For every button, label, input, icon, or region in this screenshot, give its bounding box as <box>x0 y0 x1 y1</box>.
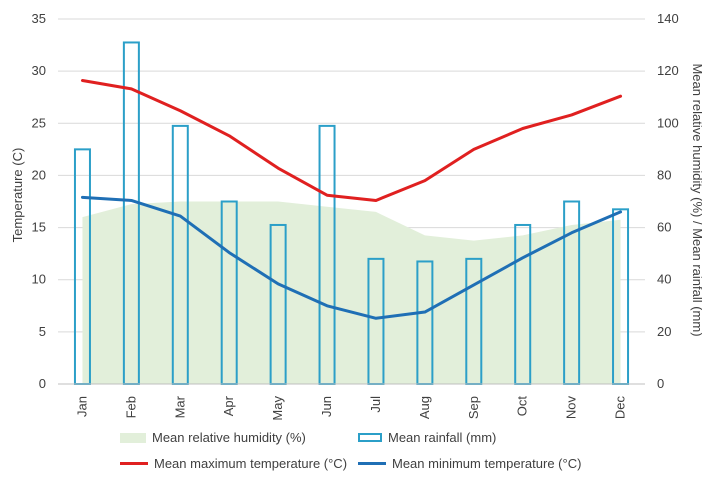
legend-item-rainfall: Mean rainfall (mm) <box>358 430 496 445</box>
x-tick-mar: Mar <box>172 395 187 418</box>
y-left-tick-15: 15 <box>32 220 46 235</box>
x-tick-jun: Jun <box>319 396 334 417</box>
y-left-tick-10: 10 <box>32 272 46 287</box>
y-right-tick-40: 40 <box>657 272 671 287</box>
y-right-tick-20: 20 <box>657 324 671 339</box>
axes-layer: 0 5 10 15 20 25 30 35 0 20 40 60 80 100 120 140 Jan Feb Ma… <box>32 11 679 421</box>
y-left-tick-35: 35 <box>32 11 46 26</box>
legend-label-min-temp: Mean minimum temperature (°C) <box>392 456 582 471</box>
min-temp-line <box>80 195 623 320</box>
x-tick-nov: Nov <box>564 396 579 420</box>
y-left-tick-20: 20 <box>32 167 46 182</box>
legend-swatch-min-temp <box>358 462 386 465</box>
x-tick-jan: Jan <box>74 396 89 417</box>
humidity-area <box>82 201 621 384</box>
temperature-lines-layer <box>80 79 623 320</box>
x-tick-aug: Aug <box>417 396 432 419</box>
legend-label-humidity: Mean relative humidity (%) <box>152 430 306 445</box>
x-tick-dec: Dec <box>613 396 628 420</box>
x-tick-feb: Feb <box>123 396 138 418</box>
legend-item-humidity: Mean relative humidity (%) <box>120 430 306 445</box>
x-tick-oct: Oct <box>515 396 530 417</box>
x-tick-apr: Apr <box>221 395 236 416</box>
y-left-tick-0: 0 <box>39 376 46 391</box>
y-right-tick-0: 0 <box>657 376 664 391</box>
y-left-tick-30: 30 <box>32 63 46 78</box>
y-left-tick-25: 25 <box>32 115 46 130</box>
legend-swatch-max-temp <box>120 462 148 465</box>
y-axis-left-label: Temperature (C) <box>10 148 25 243</box>
x-tick-sep: Sep <box>466 396 481 419</box>
y-right-tick-60: 60 <box>657 220 671 235</box>
legend: Mean relative humidity (%) Mean rainfall… <box>120 430 680 474</box>
y-right-tick-100: 100 <box>657 115 679 130</box>
y-right-tick-120: 120 <box>657 63 679 78</box>
legend-item-max-temp: Mean maximum temperature (°C) <box>120 456 347 471</box>
max-temp-line <box>80 79 623 202</box>
y-left-tick-5: 5 <box>39 324 46 339</box>
y-right-tick-80: 80 <box>657 167 671 182</box>
legend-swatch-humidity <box>120 432 146 443</box>
x-tick-jul: Jul <box>368 396 383 413</box>
legend-label-max-temp: Mean maximum temperature (°C) <box>154 456 348 471</box>
legend-label-rainfall: Mean rainfall (mm) <box>388 430 497 445</box>
humidity-area-layer <box>82 201 621 384</box>
legend-item-min-temp: Mean minimum temperature (°C) <box>358 456 581 471</box>
legend-swatch-rainfall <box>358 433 382 442</box>
y-right-tick-140: 140 <box>657 11 679 26</box>
rainfall-bars-layer <box>73 41 630 386</box>
y-axis-right-label: Mean relative humidity (%) / Mean rainfa… <box>690 63 702 336</box>
x-tick-may: May <box>270 396 285 421</box>
